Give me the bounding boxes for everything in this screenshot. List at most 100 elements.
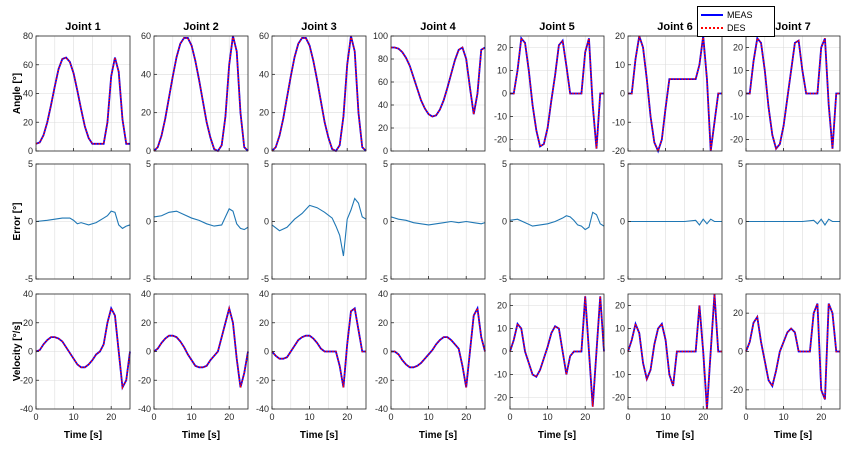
- angle-panel-5: [509, 35, 605, 152]
- y-tick-label: 40: [259, 289, 269, 299]
- y-tick-label: 0: [264, 347, 269, 357]
- y-tick-label: -5: [380, 274, 388, 284]
- y-tick-label: 20: [141, 318, 151, 328]
- y-tick-label: 20: [733, 308, 743, 318]
- y-tick-label: 10: [733, 66, 743, 76]
- y-tick-label: 80: [378, 54, 388, 64]
- x-tick-label: 0: [151, 412, 156, 422]
- x-tick-label: 10: [305, 412, 315, 422]
- y-tick-label: 5: [502, 159, 507, 169]
- y-tick-label: -5: [261, 274, 269, 284]
- x-tick-label: 0: [33, 412, 38, 422]
- y-tick-label: 0: [620, 347, 625, 357]
- joint-title-5: Joint 5: [539, 21, 574, 33]
- joint-title-4: Joint 4: [420, 21, 456, 33]
- y-axis-label-error: Error [°]: [12, 203, 23, 241]
- y-tick-label: 20: [378, 123, 388, 133]
- y-tick-label: -5: [25, 274, 33, 284]
- velocity-panel-3: [271, 293, 367, 410]
- joint-title-6: Joint 6: [657, 21, 692, 33]
- angle-des-line-joint-5: [510, 36, 604, 149]
- angle-panel-4: [390, 35, 486, 152]
- x-tick-label: 0: [269, 412, 274, 422]
- y-tick-label: 5: [264, 159, 269, 169]
- y-tick-label: 0: [28, 217, 33, 227]
- y-tick-label: -5: [499, 274, 507, 284]
- y-tick-label: 0: [620, 89, 625, 99]
- y-tick-label: 20: [497, 301, 507, 311]
- error-line-joint-3: [271, 197, 367, 257]
- y-tick-label: 0: [28, 146, 33, 156]
- y-tick-label: 0: [28, 347, 33, 357]
- y-axis-label-angle: Angle [°]: [12, 73, 23, 114]
- velocity-des-line-joint-7: [745, 303, 840, 400]
- x-tick-label: 10: [424, 412, 434, 422]
- y-tick-label: -10: [494, 370, 507, 380]
- y-tick-label: -40: [20, 404, 33, 414]
- y-tick-label: 0: [383, 146, 388, 156]
- y-tick-label: -5: [735, 274, 743, 284]
- y-tick-label: 20: [259, 108, 269, 118]
- y-tick-label: 0: [620, 217, 625, 227]
- y-tick-label: 20: [615, 301, 625, 311]
- y-tick-label: -20: [494, 393, 507, 403]
- legend-swatch-meas: [701, 14, 723, 16]
- y-tick-label: 0: [264, 146, 269, 156]
- y-tick-label: 20: [259, 318, 269, 328]
- legend-label-meas: MEAS: [727, 10, 753, 20]
- error-line-joint-1: [35, 210, 131, 230]
- x-tick-label: 0: [625, 412, 630, 422]
- y-tick-label: 0: [502, 89, 507, 99]
- angle-panel-6: [627, 35, 723, 154]
- error-line-joint-2: [153, 208, 249, 231]
- y-tick-label: 40: [23, 289, 33, 299]
- velocity-des-line-joint-6: [627, 293, 722, 410]
- x-tick-label: 10: [187, 412, 197, 422]
- velocity-des-line-joint-1: [35, 306, 131, 390]
- velocity-panel-4: [390, 293, 486, 410]
- x-axis-label: Time [s]: [538, 430, 576, 441]
- angle-des-line-joint-4: [391, 46, 486, 118]
- y-tick-label: 60: [378, 77, 388, 87]
- angle-panel-3: [271, 35, 367, 153]
- legend-entry-des: DES: [701, 22, 746, 34]
- y-tick-label: 20: [141, 108, 151, 118]
- velocity-panel-6: [627, 293, 723, 410]
- angle-des-line-joint-1: [35, 56, 130, 145]
- x-tick-label: 0: [388, 412, 393, 422]
- error-panel-4: [390, 163, 486, 280]
- y-tick-label: 0: [738, 89, 743, 99]
- x-axis-label: Time [s]: [64, 430, 102, 441]
- joint-title-2: Joint 2: [183, 21, 218, 33]
- axes-frame: [271, 35, 367, 152]
- x-axis-label: Time [s]: [419, 430, 457, 441]
- y-tick-label: 60: [23, 60, 33, 70]
- y-tick-label: 60: [259, 31, 269, 41]
- y-tick-label: 0: [738, 217, 743, 227]
- legend: MEAS DES: [697, 6, 775, 37]
- velocity-panel-5: [509, 293, 605, 410]
- y-tick-label: 20: [23, 117, 33, 127]
- y-tick-label: -10: [612, 117, 625, 127]
- error-line-joint-6: [628, 218, 722, 226]
- y-tick-label: 40: [378, 100, 388, 110]
- x-axis-label: Time [s]: [774, 430, 812, 441]
- x-tick-label: 20: [461, 412, 471, 422]
- y-tick-label: 0: [383, 347, 388, 357]
- error-panel-5: [509, 163, 605, 280]
- x-tick-label: 0: [743, 412, 748, 422]
- x-axis-label: Time [s]: [656, 430, 694, 441]
- y-axis-label-velocity: Velocity [°/s]: [12, 322, 23, 382]
- y-tick-label: 0: [146, 146, 151, 156]
- y-tick-label: 10: [615, 324, 625, 334]
- y-tick-label: 20: [378, 318, 388, 328]
- x-tick-label: 20: [224, 412, 234, 422]
- y-tick-label: -10: [730, 112, 743, 122]
- angle-panel-1: [35, 35, 131, 152]
- y-tick-label: 60: [141, 31, 151, 41]
- y-tick-label: 0: [383, 217, 388, 227]
- y-tick-label: 100: [373, 31, 388, 41]
- y-tick-label: 40: [141, 289, 151, 299]
- y-tick-label: 10: [497, 324, 507, 334]
- y-tick-label: -40: [375, 404, 388, 414]
